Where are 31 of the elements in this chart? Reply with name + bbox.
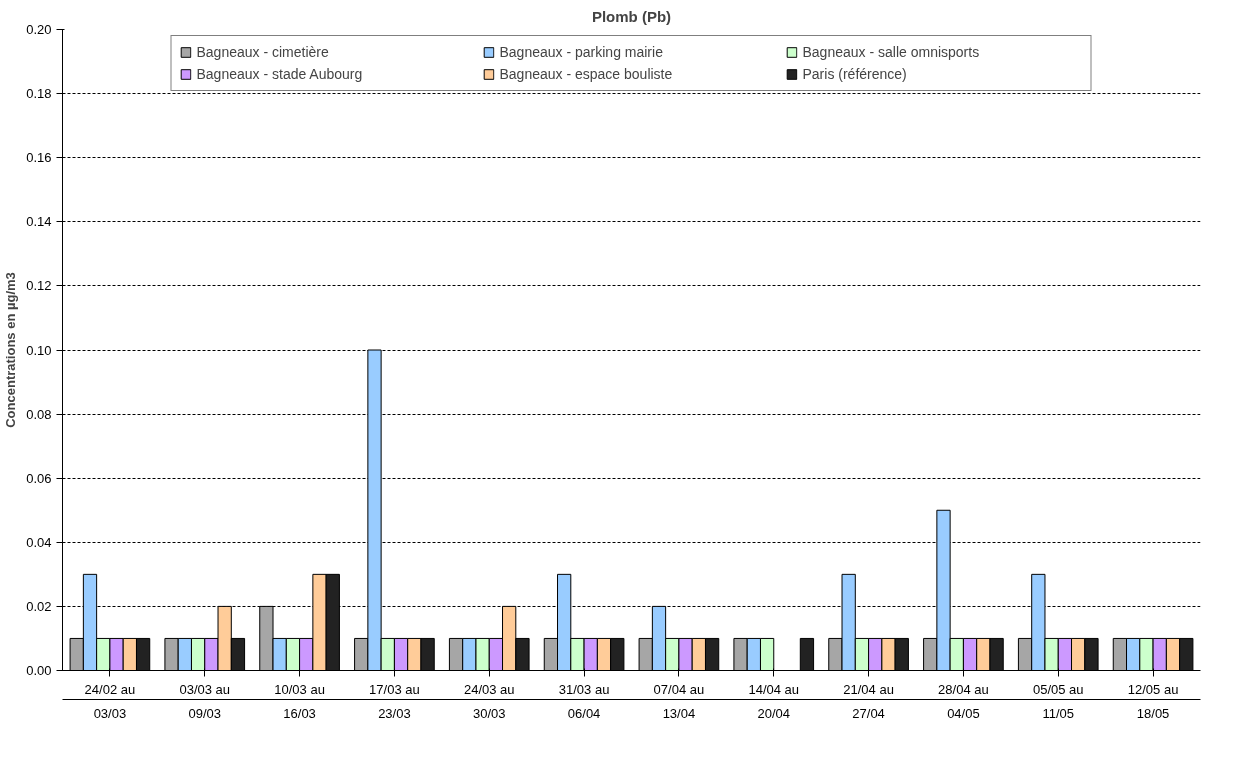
- category-label: 05/05 au 11/05: [1032, 681, 1084, 721]
- y-tick-label: 0.16: [26, 150, 52, 166]
- category-label: 17/03 au 23/03: [369, 681, 420, 721]
- category-label: 03/03 au 09/03: [179, 681, 231, 721]
- legend-label: Paris (référence): [802, 66, 908, 82]
- y-axis-title: Concentrations en µg/m3: [3, 272, 19, 428]
- category-label: 14/04 au 20/04: [748, 681, 800, 721]
- y-tick-label: 0.00: [26, 663, 52, 678]
- category-label: 12/05 au 18/05: [1127, 681, 1179, 721]
- chart-title: Plomb (Pb): [591, 7, 672, 25]
- legend-label: Bagneaux - cimetière: [196, 44, 330, 60]
- legend-label: Bagneaux - stade Aubourg: [196, 66, 364, 82]
- y-tick-label: 0.18: [26, 86, 52, 102]
- y-tick-label: 0.04: [26, 534, 52, 550]
- category-label: 07/04 au 13/04: [653, 681, 705, 721]
- y-tick-label: 0.12: [26, 278, 52, 294]
- y-tick-label: 0.20: [26, 22, 52, 37]
- category-label: 28/04 au 04/05: [938, 681, 989, 721]
- category-label: 24/03 au 30/03: [463, 681, 515, 721]
- y-tick-label: 0.08: [26, 406, 52, 422]
- legend-label: Bagneaux - parking mairie: [499, 44, 664, 60]
- category-label: 21/04 au 27/04: [843, 681, 894, 721]
- legend-label: Bagneaux - espace bouliste: [499, 66, 674, 82]
- category-label: 24/02 au 03/03: [84, 681, 136, 721]
- y-tick-label: 0.02: [26, 598, 52, 614]
- legend-label: Bagneaux - salle omnisports: [802, 44, 981, 60]
- category-label: 31/03 au 06/04: [558, 681, 610, 721]
- y-tick-label: 0.06: [26, 470, 52, 486]
- y-tick-label: 0.10: [26, 342, 52, 358]
- y-tick-label: 0.14: [26, 214, 52, 230]
- category-label: 10/03 au 16/03: [274, 681, 325, 721]
